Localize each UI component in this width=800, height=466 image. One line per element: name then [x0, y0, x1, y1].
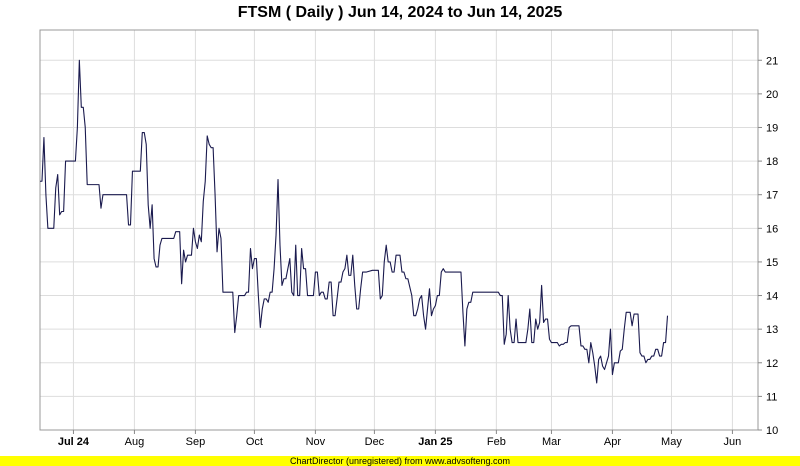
x-tick-label: Nov	[306, 436, 326, 448]
x-tick-label: Jun	[724, 436, 742, 448]
series-line-0	[40, 59, 669, 384]
x-tick-label: Apr	[604, 436, 621, 448]
y-tick-label: 16	[766, 223, 778, 235]
x-tick-label: Dec	[365, 436, 385, 448]
chart-title: FTSM ( Daily ) Jun 14, 2024 to Jun 14, 2…	[237, 4, 563, 21]
y-axis: 10 11 12 13 14 15 16 17 18 19 20 21	[758, 55, 778, 437]
y-tick-label: 11	[766, 391, 777, 403]
line-chart: 10 11 12 13 14 15 16 17 18 19 20 21 Jul 24 Aug Sep Oct…	[39, 29, 778, 448]
y-tick-label: 10	[766, 425, 778, 437]
x-tick-label: Mar	[542, 436, 561, 448]
y-tick-label: 19	[766, 122, 778, 134]
y-tick-label: 12	[766, 358, 778, 370]
y-tick-label: 17	[766, 190, 778, 202]
x-tick-label: Feb	[487, 436, 506, 448]
y-tick-label: 14	[766, 291, 778, 303]
x-tick-label: Jan 25	[418, 436, 452, 448]
grid-lines	[40, 30, 758, 431]
x-tick-label: Oct	[246, 436, 263, 448]
y-tick-label: 20	[766, 89, 778, 101]
series-group	[40, 59, 669, 384]
y-tick-label: 15	[766, 257, 778, 269]
x-tick-label: Jul 24	[58, 436, 90, 448]
plot-frame	[39, 29, 759, 431]
x-tick-label: May	[661, 436, 682, 448]
y-tick-label: 21	[766, 55, 778, 67]
y-tick-label: 13	[766, 324, 778, 336]
x-tick-label: Aug	[125, 436, 145, 448]
x-tick-label: Sep	[186, 436, 206, 448]
y-tick-label: 18	[766, 156, 778, 168]
x-axis: Jul 24 Aug Sep Oct Nov Dec Jan 25 Feb Mar Apr May J…	[58, 430, 741, 448]
footer-credit: ChartDirector (unregistered) from www.ad…	[0, 456, 800, 466]
